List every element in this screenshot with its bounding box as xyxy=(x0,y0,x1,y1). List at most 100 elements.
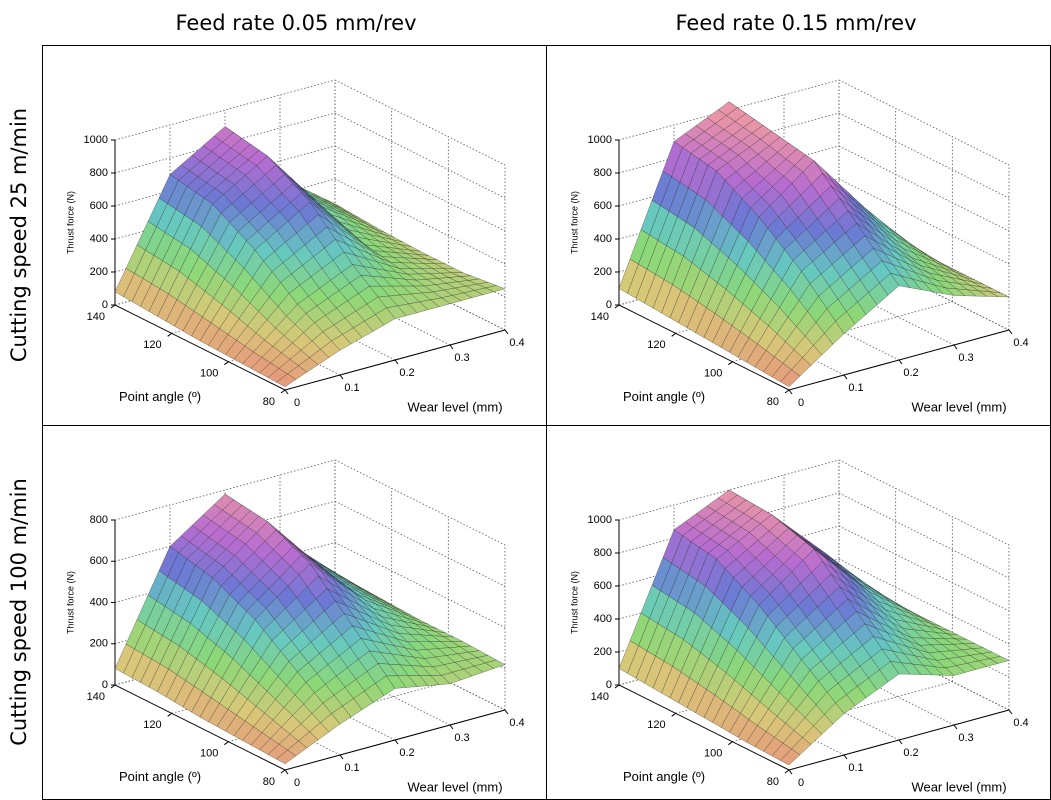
tick-mark xyxy=(898,359,903,365)
tick-mark xyxy=(110,684,116,689)
tick-mark xyxy=(394,359,399,365)
y-tick-label: 0 xyxy=(798,777,804,789)
y-tick-label: 0.3 xyxy=(454,732,469,744)
grid-line xyxy=(838,525,1010,612)
grid-line xyxy=(334,178,506,265)
grid-line xyxy=(618,79,840,141)
tick-mark xyxy=(224,741,229,746)
grid-line xyxy=(838,459,1010,546)
grid-line xyxy=(732,301,953,363)
grid-line xyxy=(618,525,840,587)
x-axis-label: Point angle (º) xyxy=(623,769,705,784)
tick-mark xyxy=(110,304,116,309)
surface-patch xyxy=(276,749,297,765)
y-tick-label: 0.1 xyxy=(344,382,359,394)
grid-line xyxy=(618,459,840,521)
x-tick-label: 100 xyxy=(200,748,218,760)
y-axis-label: Wear level (mm) xyxy=(911,779,1006,794)
column-title: Feed rate 0.05 mm/rev xyxy=(175,11,416,35)
z-tick-label: 200 xyxy=(594,266,612,278)
surface-patch xyxy=(780,369,801,387)
grid-line xyxy=(838,178,1010,265)
surface-patch xyxy=(276,373,297,387)
y-tick-label: 0.3 xyxy=(958,732,973,744)
grid-line xyxy=(732,681,953,743)
grid-line xyxy=(114,145,336,207)
x-axis-label: Point angle (º) xyxy=(623,389,705,404)
column-title: Feed rate 0.15 mm/rev xyxy=(675,11,916,35)
grid-line xyxy=(334,500,506,587)
z-tick-label: 200 xyxy=(90,266,108,278)
y-tick-label: 0.4 xyxy=(509,717,524,729)
z-tick-label: 0 xyxy=(102,679,108,691)
surface-plot: 020040060080010008010012014000.10.20.30.… xyxy=(65,79,525,414)
tick-mark xyxy=(167,332,172,337)
y-tick-label: 0 xyxy=(294,397,300,409)
x-axis-label: Point angle (º) xyxy=(119,769,201,784)
z-tick-label: 1000 xyxy=(588,514,612,526)
tick-mark xyxy=(339,374,344,380)
z-axis-label: Thrust force (N) xyxy=(65,571,75,634)
y-tick-label: 0.2 xyxy=(903,747,918,759)
x-tick-label: 100 xyxy=(200,368,218,380)
z-tick-label: 400 xyxy=(90,596,108,608)
tick-mark xyxy=(449,724,454,730)
y-tick-label: 0.4 xyxy=(1013,337,1028,349)
surface-plot: 02004006008008010012014000.10.20.30.4Thr… xyxy=(65,459,525,794)
y-tick-label: 0.1 xyxy=(344,762,359,774)
row-title: Cutting speed 25 m/min xyxy=(7,108,31,362)
y-tick-label: 0.4 xyxy=(1013,717,1028,729)
tick-mark xyxy=(784,769,790,774)
tick-mark xyxy=(614,304,620,309)
tick-mark xyxy=(671,332,676,337)
grid-line xyxy=(838,79,1010,166)
tick-mark xyxy=(224,361,229,366)
y-tick-label: 0.1 xyxy=(848,382,863,394)
z-tick-label: 600 xyxy=(90,555,108,567)
tick-mark xyxy=(671,712,676,717)
tick-mark xyxy=(280,389,286,394)
x-tick-label: 140 xyxy=(591,311,609,323)
z-tick-label: 0 xyxy=(606,679,612,691)
grid-line xyxy=(114,112,336,174)
tick-mark xyxy=(394,739,399,745)
tick-mark xyxy=(953,724,958,730)
z-tick-label: 600 xyxy=(594,200,612,212)
y-axis-label: Wear level (mm) xyxy=(911,399,1006,414)
z-axis-label: Thrust force (N) xyxy=(65,191,75,254)
tick-mark xyxy=(449,344,454,350)
grid-line xyxy=(838,112,1010,199)
z-tick-label: 0 xyxy=(102,299,108,311)
tick-mark xyxy=(1008,329,1013,335)
tick-mark xyxy=(167,712,172,717)
row-title: Cutting speed 100 m/min xyxy=(7,478,31,746)
x-tick-label: 120 xyxy=(143,719,161,731)
tick-mark xyxy=(843,754,848,760)
tick-mark xyxy=(728,741,733,746)
z-tick-label: 600 xyxy=(594,580,612,592)
z-tick-label: 200 xyxy=(594,646,612,658)
x-tick-label: 120 xyxy=(143,339,161,351)
tick-mark xyxy=(953,344,958,350)
tick-mark xyxy=(284,389,289,395)
tick-mark xyxy=(843,374,848,380)
z-tick-label: 1000 xyxy=(588,134,612,146)
x-tick-label: 80 xyxy=(263,776,275,788)
grid-line xyxy=(334,459,506,546)
grid-line xyxy=(114,500,336,562)
y-tick-label: 0 xyxy=(294,777,300,789)
x-tick-label: 100 xyxy=(704,748,722,760)
z-tick-label: 800 xyxy=(594,547,612,559)
y-tick-label: 0.3 xyxy=(958,352,973,364)
grid-line xyxy=(838,558,1010,645)
y-tick-label: 0.3 xyxy=(454,352,469,364)
y-axis-label: Wear level (mm) xyxy=(407,779,502,794)
z-tick-label: 400 xyxy=(594,613,612,625)
y-tick-label: 0.4 xyxy=(509,337,524,349)
tick-mark xyxy=(788,389,793,395)
tick-mark xyxy=(280,769,286,774)
grid-line xyxy=(618,112,840,174)
tick-mark xyxy=(614,684,620,689)
z-tick-label: 600 xyxy=(90,200,108,212)
grid-line xyxy=(114,459,336,521)
